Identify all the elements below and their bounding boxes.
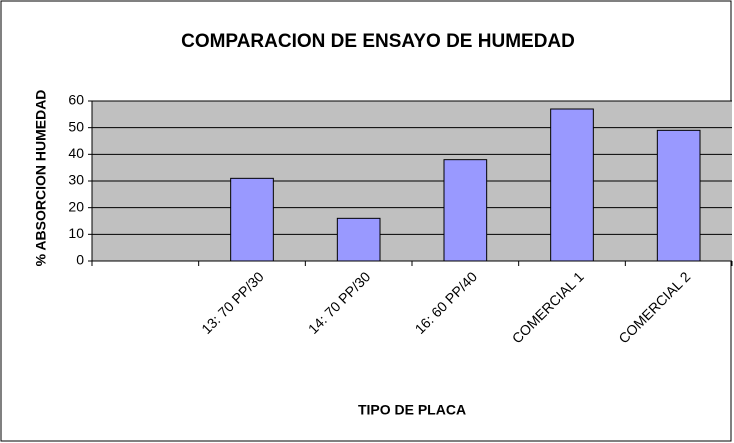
bar [550,108,594,262]
y-tick-label: 50 [68,118,84,134]
y-tick-label: 20 [68,198,84,214]
x-axis-title: TIPO DE PLACA [358,402,466,418]
y-axis-title: % ABSORCION HUMEDAD [33,90,49,267]
y-tick-label: 0 [76,252,84,268]
y-tick-label: 40 [68,145,84,161]
chart-title: COMPARACION DE ENSAYO DE HUMEDAD [181,31,575,52]
bar [443,159,488,262]
y-tick-label: 10 [68,225,84,241]
bar [656,129,701,262]
y-tick-label: 30 [68,172,84,188]
y-tick-label: 60 [68,92,84,108]
bar [230,177,274,262]
bar [336,217,381,262]
